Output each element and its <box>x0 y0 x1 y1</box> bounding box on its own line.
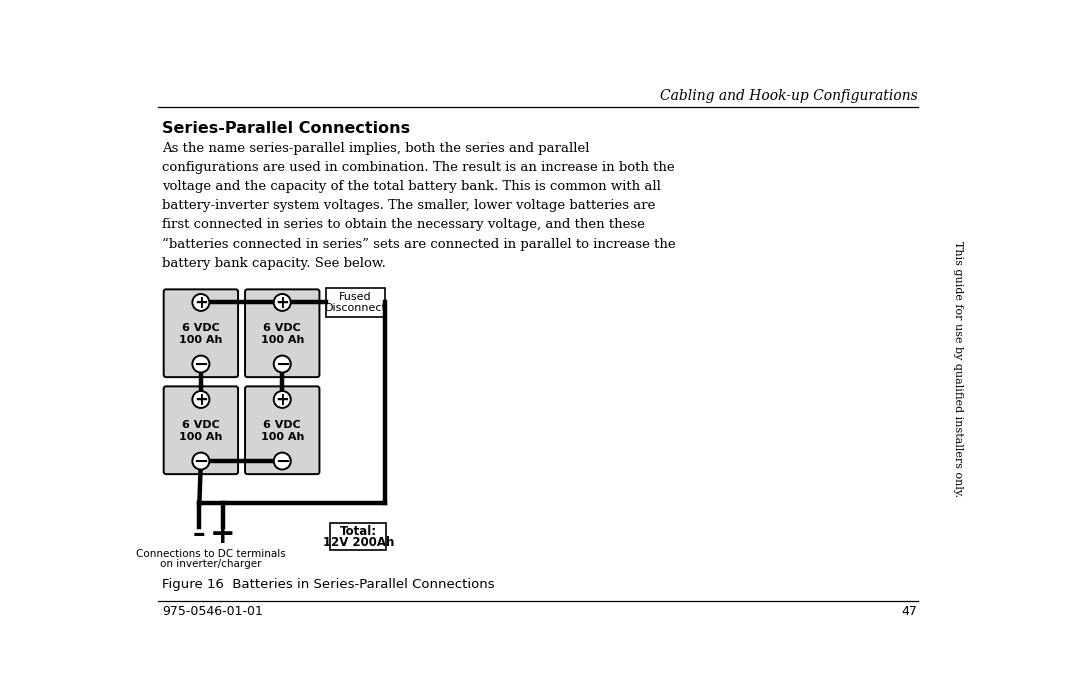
Text: −: − <box>193 355 208 373</box>
Text: Disconnect: Disconnect <box>325 303 387 313</box>
Text: 6 VDC: 6 VDC <box>264 420 301 430</box>
Circle shape <box>273 452 291 470</box>
Text: −: − <box>274 355 289 373</box>
Text: +: + <box>275 294 289 312</box>
FancyBboxPatch shape <box>164 290 238 377</box>
Text: 100 Ah: 100 Ah <box>260 432 303 443</box>
Circle shape <box>192 452 210 470</box>
Circle shape <box>192 355 210 373</box>
Text: +: + <box>194 391 207 409</box>
Circle shape <box>192 294 210 311</box>
Text: Connections to DC terminals: Connections to DC terminals <box>136 549 286 559</box>
Text: As the name series-parallel implies, both the series and parallel
configurations: As the name series-parallel implies, bot… <box>162 142 676 269</box>
Circle shape <box>192 391 210 408</box>
Text: This guide for use by qualified installers only.: This guide for use by qualified installe… <box>953 241 963 497</box>
Text: 100 Ah: 100 Ah <box>179 432 222 443</box>
Text: 12V 200Ah: 12V 200Ah <box>323 536 394 549</box>
Text: Fused: Fused <box>339 292 372 302</box>
FancyBboxPatch shape <box>245 290 320 377</box>
Text: 975-0546-01-01: 975-0546-01-01 <box>162 604 264 618</box>
Text: 47: 47 <box>902 604 918 618</box>
Text: +: + <box>210 520 235 549</box>
Circle shape <box>273 355 291 373</box>
Text: Total:: Total: <box>339 525 377 537</box>
Text: +: + <box>275 391 289 409</box>
Text: on inverter/charger: on inverter/charger <box>160 559 261 569</box>
Text: 100 Ah: 100 Ah <box>179 335 222 346</box>
Text: 6 VDC: 6 VDC <box>264 323 301 333</box>
Text: 100 Ah: 100 Ah <box>260 335 303 346</box>
FancyBboxPatch shape <box>245 387 320 474</box>
Circle shape <box>273 294 291 311</box>
Bar <box>330 523 387 551</box>
Text: Figure 16  Batteries in Series-Parallel Connections: Figure 16 Batteries in Series-Parallel C… <box>162 578 495 591</box>
Text: Series-Parallel Connections: Series-Parallel Connections <box>162 121 410 135</box>
Text: −: − <box>274 452 289 470</box>
Text: 6 VDC: 6 VDC <box>183 420 219 430</box>
FancyBboxPatch shape <box>164 387 238 474</box>
Text: 6 VDC: 6 VDC <box>183 323 219 333</box>
Text: −: − <box>193 452 208 470</box>
Text: +: + <box>194 294 207 312</box>
Text: –: – <box>193 522 205 547</box>
Circle shape <box>273 391 291 408</box>
Text: Cabling and Hook-up Configurations: Cabling and Hook-up Configurations <box>660 89 918 103</box>
Bar <box>326 288 384 317</box>
